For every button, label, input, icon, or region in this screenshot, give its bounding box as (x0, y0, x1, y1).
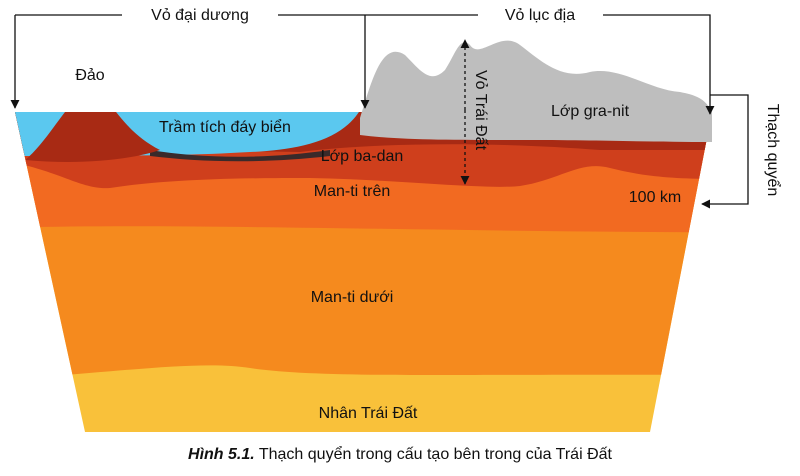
brackets (10, 14, 749, 209)
label: Man-ti trên (314, 183, 390, 200)
label: Vỏ lục địa (505, 7, 575, 24)
label: Đảo (75, 67, 104, 84)
granite-shape (360, 40, 712, 142)
caption-text: Thạch quyển trong cấu tạo bên trong của … (258, 446, 612, 463)
label: Thạch quyển (764, 104, 782, 197)
label: Trầm tích đáy biển (159, 118, 291, 136)
island-shape (25, 112, 160, 162)
label: Lớp gra-nit (551, 103, 630, 120)
label: 100 km (629, 189, 681, 206)
caption: Hình 5.1. Thạch quyển trong cấu tạo bên … (0, 446, 800, 464)
label: Vỏ đại dương (151, 7, 249, 24)
label: Vỏ Trái Đất (472, 70, 489, 151)
label: Man-ti dưới (311, 289, 394, 306)
label: Nhân Trái Đất (319, 405, 418, 422)
diagram: Vỏ đại dương Vỏ lục địa Đảo Trầm tích đá… (10, 7, 782, 432)
sediment-layer (150, 150, 330, 162)
caption-number: Hình 5.1. (188, 446, 255, 463)
label: Lớp ba-dan (321, 148, 404, 165)
